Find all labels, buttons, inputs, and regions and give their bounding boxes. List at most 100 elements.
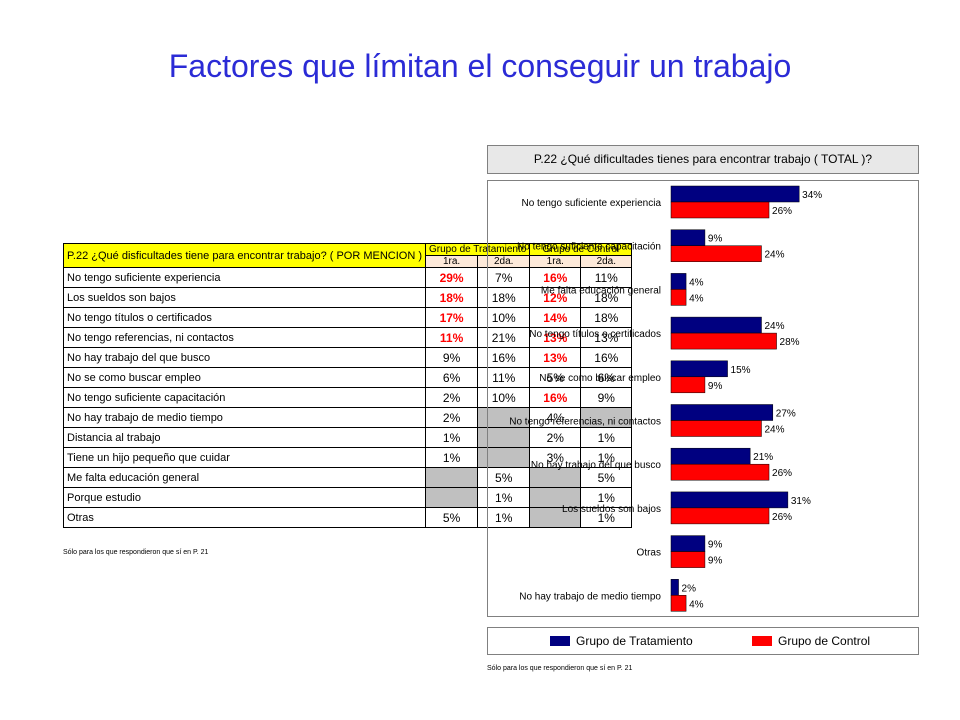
row-label: No tengo suficiente capacitación (62, 387, 427, 408)
bar-treatment (670, 491, 789, 509)
row-label: Me falta educación general (62, 467, 427, 488)
table-row: Distancia al trabajo 1% 2% 1% (62, 427, 633, 448)
bar-chart: No tengo suficiente experiencia 34% 26% No … (509, 185, 822, 612)
data-label: 31% (791, 496, 811, 507)
data-label: 4% (689, 293, 704, 304)
row-value (425, 487, 479, 508)
bar-control (670, 463, 770, 481)
table-row: No tengo suficiente capacitación 2% 10% 16%… (62, 387, 633, 408)
bar-control (670, 420, 762, 437)
row-value: 11% (425, 327, 479, 348)
table-row: Me falta educación general 5% 5% (62, 467, 633, 488)
table-row: Porque estudio 1% 1% (62, 487, 633, 508)
legend-item-treatment: Grupo de Tratamiento (550, 634, 693, 648)
data-label: 2% (682, 583, 697, 594)
data-label: 26% (772, 206, 792, 217)
table-row: No tengo títulos o certificados 17% 10% 14%… (62, 307, 633, 328)
row-value: 1% (425, 427, 479, 448)
legend-swatch-treatment (550, 636, 570, 646)
row-label: No tengo referencias, ni contactos (62, 327, 427, 348)
category-label: Los sueldos son bajos (562, 504, 661, 515)
data-label: 28% (780, 337, 800, 348)
bar-control (670, 595, 687, 612)
legend-label-control: Grupo de Control (778, 634, 871, 648)
bar-treatment (670, 360, 728, 378)
category-label: Me falta educación general (541, 285, 661, 296)
bar-treatment (670, 273, 687, 290)
row-label: Tiene un hijo pequeño que cuidar (62, 447, 427, 468)
row-value: 1% (477, 487, 531, 508)
data-label: 9% (708, 234, 723, 245)
legend-item-control: Grupo de Control (752, 634, 870, 648)
bar-treatment (670, 316, 762, 334)
chart-footnote: Sólo para los que respondieron que sí en… (487, 665, 633, 672)
data-label: 4% (689, 599, 704, 610)
bar-treatment (670, 404, 774, 421)
chart-frame: No tengo suficiente experiencia 34% 26% No … (487, 180, 919, 617)
bar-control (670, 289, 687, 306)
table-row: No tengo suficiente experiencia 29% 7% 16% 1… (62, 267, 633, 288)
data-label: 15% (731, 365, 751, 376)
group-header-treatment: Grupo de Tratamiento (425, 243, 531, 256)
data-label: 9% (708, 556, 723, 567)
row-value: 11% (477, 367, 531, 388)
row-value: 17% (425, 307, 479, 328)
sub-header: 1ra. (529, 255, 582, 268)
row-label: Otras (62, 507, 427, 528)
category-label: No hay trabajo de medio tiempo (519, 591, 661, 602)
row-value: 10% (477, 307, 531, 328)
row-value: 16% (580, 347, 633, 368)
bar-treatment (670, 229, 706, 246)
bar-treatment (670, 579, 679, 596)
bar-control (670, 507, 770, 525)
row-value: 18% (580, 307, 633, 328)
row-value (425, 467, 479, 488)
category-label: No tengo títulos o certificados (529, 329, 661, 340)
chart-legend: Grupo de Tratamiento Grupo de Control (487, 627, 919, 655)
table-footnote: Sólo para los que respondieron que sí en… (63, 549, 209, 556)
bar-treatment (670, 447, 751, 465)
data-label: 24% (764, 425, 784, 436)
row-value: 9% (425, 347, 479, 368)
row-value: 11% (580, 267, 633, 288)
row-value: 16% (529, 387, 582, 408)
row-label: Los sueldos son bajos (62, 287, 427, 308)
category-label: No tengo suficiente capacitación (517, 242, 661, 253)
row-value: 1% (580, 507, 633, 528)
row-value: 2% (425, 407, 479, 428)
factors-table: P.22 ¿Qué disficultades tiene para encon… (62, 243, 633, 528)
row-label: Distancia al trabajo (62, 427, 427, 448)
row-value: 2% (425, 387, 479, 408)
row-label: No tengo suficiente experiencia (62, 267, 427, 288)
sub-header: 1ra. (425, 255, 479, 268)
row-value: 5% (580, 467, 633, 488)
data-label: 21% (753, 452, 773, 463)
row-label: No hay trabajo de medio tiempo (62, 407, 427, 428)
data-label: 26% (772, 468, 792, 479)
data-label: 24% (764, 321, 784, 332)
category-label: No tengo referencias, ni contactos (509, 417, 661, 428)
row-value (529, 507, 582, 528)
page-title: Factores que límitan el conseguir un tra… (168, 48, 792, 84)
row-label: Porque estudio (62, 487, 427, 508)
data-label: 24% (764, 250, 784, 261)
bar-treatment (670, 535, 706, 552)
row-value: 29% (425, 267, 479, 288)
row-label: No se como buscar empleo (62, 367, 427, 388)
table-row: No hay trabajo de medio tiempo 2% 4% (62, 407, 633, 428)
bar-treatment (670, 185, 800, 203)
row-value: 1% (477, 507, 531, 528)
bar-control (670, 332, 777, 350)
row-value: 1% (425, 447, 479, 468)
row-value (477, 427, 531, 448)
category-label: No se como buscar empleo (539, 373, 661, 384)
row-value: 3% (529, 447, 582, 468)
row-value: 6% (425, 367, 479, 388)
row-label: No hay trabajo del que busco (62, 347, 427, 368)
bar-control (670, 376, 706, 394)
data-label: 9% (708, 381, 723, 392)
data-label: 34% (802, 190, 822, 201)
legend-label-treatment: Grupo de Tratamiento (576, 634, 693, 648)
category-label: No tengo suficiente experiencia (521, 198, 661, 209)
bar-control (670, 201, 770, 219)
